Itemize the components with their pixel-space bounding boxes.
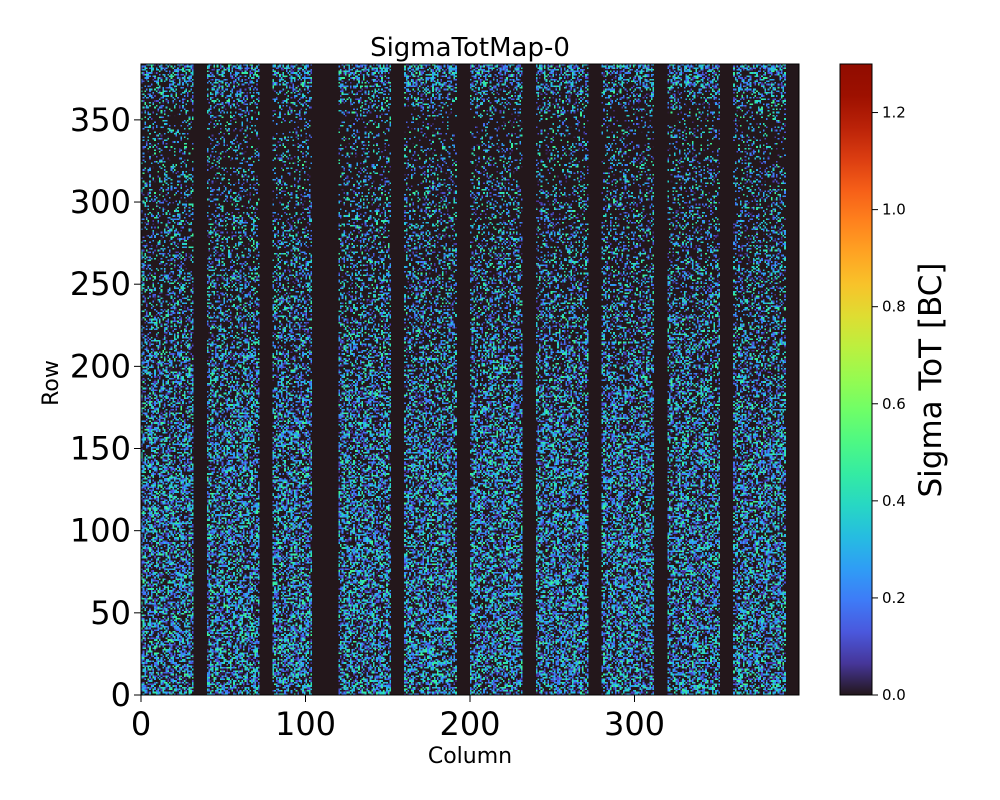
colorbar-label: Sigma ToT [BC] — [913, 263, 949, 498]
y-tick-label: 200 — [70, 347, 131, 385]
y-axis-label: Row — [39, 360, 64, 406]
colorbar-tick-label: 0.4 — [882, 492, 906, 510]
x-tick-label: 200 — [439, 705, 500, 743]
y-tick-label: 100 — [70, 512, 131, 550]
x-axis-label: Column — [428, 744, 512, 769]
chart-title: SigmaTotMap-0 — [370, 33, 570, 63]
y-axis-ticks: 0 50 100 150 200 250 300 350 — [70, 101, 141, 714]
y-tick-label: 300 — [70, 183, 131, 221]
colorbar — [839, 63, 873, 696]
x-tick-label: 300 — [604, 705, 665, 743]
colorbar-ticks: 0.0 0.2 0.4 0.6 0.8 1.0 1.2 — [872, 104, 906, 704]
colorbar-tick-label: 0.6 — [882, 395, 906, 413]
colorbar-tick-label: 1.2 — [882, 104, 906, 122]
y-tick-label: 50 — [90, 594, 131, 632]
colorbar-tick-label: 0.2 — [882, 589, 906, 607]
y-tick-label: 150 — [70, 430, 131, 468]
y-tick-label: 0 — [111, 676, 131, 714]
heatmap-cells — [141, 64, 799, 695]
heatmap-area — [141, 64, 799, 695]
colorbar-tick-label: 0.8 — [882, 298, 906, 316]
x-axis-ticks: 0 100 200 300 — [131, 695, 665, 743]
colorbar-tick-label: 1.0 — [882, 201, 906, 219]
x-tick-label: 0 — [131, 705, 151, 743]
x-tick-label: 100 — [275, 705, 336, 743]
y-tick-label: 250 — [70, 265, 131, 303]
colorbar-tick-label: 0.0 — [882, 686, 906, 704]
y-tick-label: 350 — [70, 101, 131, 139]
